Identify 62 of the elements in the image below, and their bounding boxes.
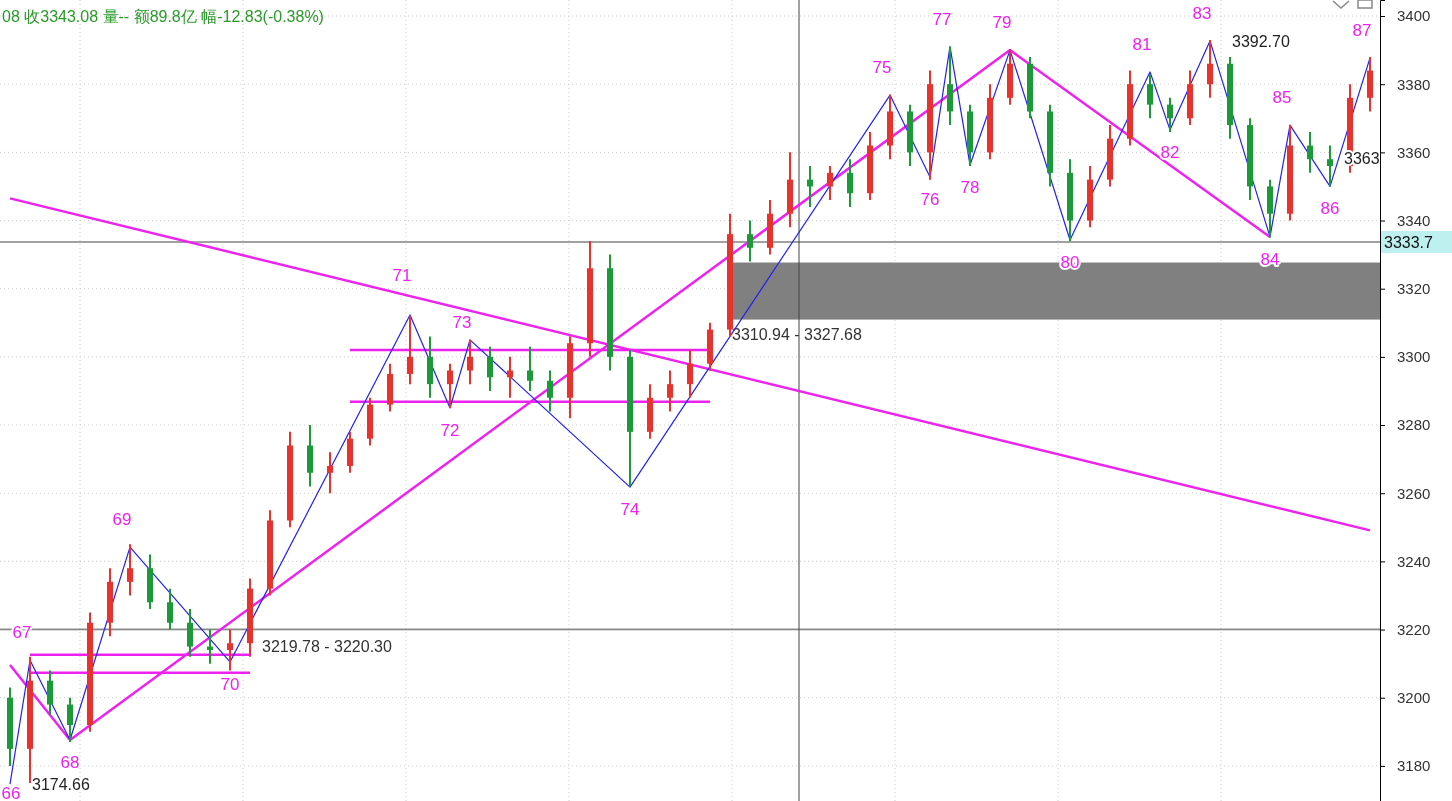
annotation: 78 [960,177,980,197]
candlestick [127,543,133,597]
annotation: 87 [1352,20,1372,40]
annotation: 86 [1320,199,1340,219]
band-label: 3219.78 - 3220.30 [262,638,392,656]
candlestick [187,608,193,658]
annotation: 79 [992,13,1012,33]
annotation: 3392.70 [1232,32,1290,50]
candlestick [167,587,173,631]
y-tick-label: 3380 [1397,75,1431,93]
y-tick-label: 3180 [1397,757,1431,775]
y-tick-label: 3240 [1397,552,1431,570]
y-tick-label: 3280 [1397,416,1431,434]
annotation: 76 [920,189,940,209]
annotation: 67 [12,623,32,643]
candlestick [487,345,493,392]
annotation: 77 [932,9,952,29]
candlestick [327,451,333,495]
candlestick [827,164,833,202]
annotation: 83 [1192,3,1212,23]
y-tick-label: 3200 [1397,689,1431,707]
candlestick [527,345,533,392]
annotation: 68 [60,752,80,772]
annotation: 82 [1160,142,1180,162]
annotation: 69 [112,510,132,530]
candlestick [207,628,213,665]
y-tick-label: 3300 [1397,348,1431,366]
y-tick-label: 3340 [1397,211,1431,229]
candlestick [1207,38,1213,99]
candlestick [1327,144,1333,188]
ref-line-label: 3333.7 [1384,234,1434,251]
annotation: 85 [1272,88,1292,108]
y-tick-label: 3220 [1397,620,1431,638]
candlestick [687,349,693,399]
candlestick [47,669,53,716]
candlestick [667,369,673,413]
annotation: 74 [620,500,640,520]
band-label: 3310.94 - 3327.68 [732,325,862,343]
y-tick-label: 3260 [1397,484,1431,502]
candlestick [1147,72,1153,120]
candlestick [747,219,753,263]
annotation: 75 [872,58,892,78]
y-tick-label: 3320 [1397,280,1431,297]
annotation: 71 [392,265,412,285]
candlestick [1167,96,1173,133]
y-tick-label: 3400 [1397,7,1431,25]
annotation: 72 [440,421,460,440]
text: 08 收3343.08 量-- 额89.8亿 幅-12.83(-0.38%) [2,8,324,25]
candlestick [407,314,413,386]
candlestick [467,338,473,386]
annotation: 73 [452,312,472,332]
candlestick [447,362,453,409]
candlestick [547,369,553,413]
candlestick [67,696,73,744]
candlestick [847,158,853,208]
annotation: 81 [1132,34,1152,54]
annotation: 3174.66 [32,776,90,794]
annotation: 66 [1,784,21,801]
y-tick-label: 3360 [1397,143,1431,161]
candlestick [1307,130,1313,174]
annotation: 70 [220,674,240,694]
candlestick [227,628,233,672]
